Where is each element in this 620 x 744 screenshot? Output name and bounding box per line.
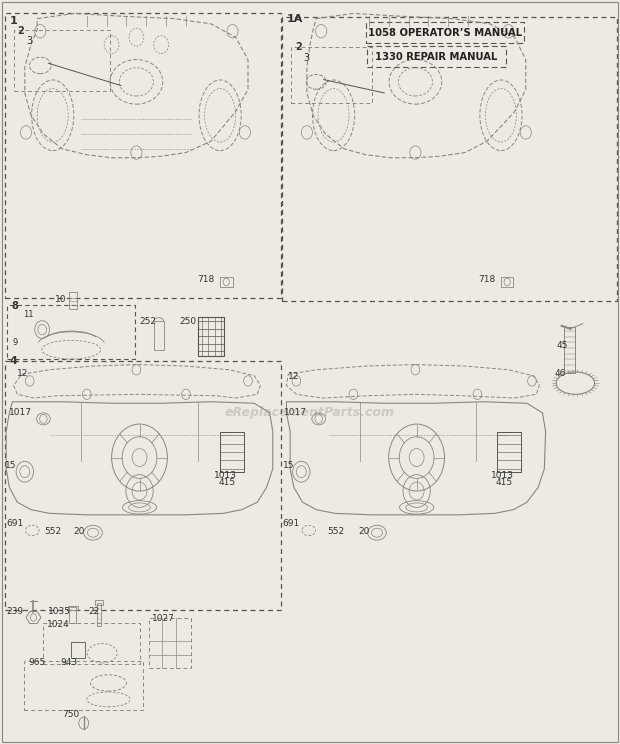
Bar: [69, 292, 77, 309]
Bar: [154, 321, 164, 350]
Text: 9: 9: [12, 339, 17, 347]
Text: 552: 552: [45, 527, 62, 536]
Text: 415: 415: [218, 478, 236, 487]
Bar: [69, 607, 76, 623]
Bar: [71, 642, 85, 658]
Text: 552: 552: [327, 527, 345, 536]
Text: 1330 REPAIR MANUAL: 1330 REPAIR MANUAL: [375, 51, 498, 62]
Text: 943: 943: [61, 658, 78, 667]
Text: 12: 12: [288, 372, 299, 381]
Text: 1A: 1A: [287, 14, 303, 24]
Bar: [501, 277, 513, 287]
Bar: [198, 317, 224, 356]
Text: 1058 OPERATOR’S MANUAL: 1058 OPERATOR’S MANUAL: [368, 28, 522, 38]
Text: 750: 750: [62, 711, 79, 719]
Text: 1024: 1024: [46, 620, 69, 629]
Text: 8: 8: [11, 301, 18, 311]
Text: 3: 3: [304, 54, 310, 63]
Text: 250: 250: [180, 317, 197, 326]
Text: 1035: 1035: [48, 607, 71, 616]
Bar: [68, 606, 78, 610]
Text: 20: 20: [358, 527, 370, 536]
Text: 239: 239: [6, 607, 24, 616]
Text: 1027: 1027: [152, 615, 175, 623]
Text: 1013: 1013: [491, 471, 514, 480]
Bar: [497, 432, 521, 472]
Text: 415: 415: [496, 478, 513, 487]
Text: 12: 12: [17, 369, 29, 378]
Text: 965: 965: [28, 658, 45, 667]
Text: 718: 718: [479, 275, 496, 284]
Text: 2: 2: [295, 42, 302, 52]
Text: 10: 10: [55, 295, 66, 304]
Bar: [220, 277, 232, 287]
Text: 15: 15: [283, 461, 294, 470]
Text: 20: 20: [73, 527, 84, 536]
Text: 718: 718: [197, 275, 215, 284]
Bar: [97, 603, 101, 626]
Text: 1: 1: [10, 16, 17, 26]
Text: 1017: 1017: [284, 408, 307, 417]
Text: 46: 46: [555, 369, 566, 378]
Text: 22: 22: [88, 607, 99, 616]
Text: 252: 252: [140, 317, 156, 326]
Text: 1017: 1017: [9, 408, 32, 417]
Bar: [564, 327, 575, 373]
Text: 4: 4: [10, 356, 18, 366]
Text: eReplacementParts.com: eReplacementParts.com: [225, 406, 395, 420]
Text: 1013: 1013: [214, 471, 237, 480]
Text: 15: 15: [5, 461, 17, 470]
Bar: [95, 600, 103, 605]
Text: 11: 11: [24, 310, 34, 319]
Text: 2: 2: [17, 26, 24, 36]
Text: 3: 3: [26, 36, 32, 46]
Text: 45: 45: [557, 341, 568, 350]
Text: 691: 691: [6, 519, 24, 528]
Text: 691: 691: [283, 519, 300, 528]
Bar: [220, 432, 244, 472]
